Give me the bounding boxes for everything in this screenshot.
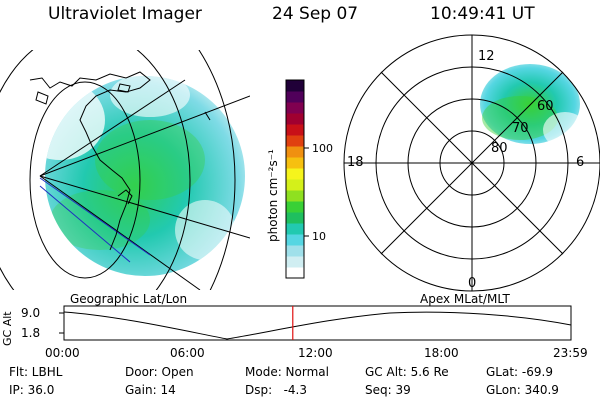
altitude-plot: GC Alt (1, 305, 572, 346)
mlat-label-80: 80 (491, 141, 508, 156)
apex-caption: Apex MLat/MLT (420, 292, 510, 306)
colorbar-cell (286, 212, 304, 224)
colorbar-frame (285, 79, 305, 279)
colorbar-unit-label: photon cm⁻²s⁻¹ (266, 149, 280, 242)
colorbar-cell (286, 91, 304, 103)
colorbar: 100 10 photon cm⁻²s⁻¹ (266, 79, 333, 279)
status-flt: Flt: LBHL (9, 365, 63, 379)
status-gc-alt: GC Alt: 5.6 Re (365, 365, 449, 379)
colorbar-cell (286, 256, 304, 268)
mlt-label-6: 6 (576, 155, 584, 170)
colorbar-cell (286, 80, 304, 92)
polar-grid-panel: 12 18 6 0 60 70 80 (343, 34, 600, 292)
x-label-2359: 23:59 (553, 346, 588, 360)
colorbar-cell (286, 223, 304, 235)
colorbar-tick-label-low: 10 (312, 230, 326, 243)
altitude-plot-frame (63, 305, 572, 341)
mlat-label-60: 60 (537, 99, 554, 114)
polar-aurora (480, 64, 587, 148)
colorbar-cell (286, 234, 304, 246)
x-label-1200: 12:00 (298, 346, 333, 360)
x-label-1800: 18:00 (424, 346, 459, 360)
colorbar-cell (286, 190, 304, 202)
colorbar-cell (286, 124, 304, 136)
date-label: 24 Sep 07 (272, 4, 359, 24)
status-dsp: Dsp: -4.3 (245, 383, 308, 397)
colorbar-cell (286, 179, 304, 191)
colorbar-cell (286, 245, 304, 257)
graticule (0, 50, 250, 290)
altitude-y-label: GC Alt (1, 311, 14, 346)
status-seq: Seq: 39 (365, 383, 411, 397)
colorbar-cell (286, 157, 304, 169)
terminator-lines (39, 177, 151, 263)
colorbar-cell (286, 201, 304, 213)
x-label-0600: 06:00 (170, 346, 205, 360)
colorbar-cells (286, 80, 304, 279)
colorbar-cell (286, 146, 304, 158)
mlt-label-0: 0 (468, 276, 476, 291)
status-glat: GLat: -69.9 (486, 365, 553, 379)
colorbar-cell (286, 135, 304, 147)
colorbar-cell (286, 113, 304, 125)
instrument-title: Ultraviolet Imager (48, 4, 202, 24)
altitude-curve (63, 311, 572, 340)
colorbar-cell (286, 102, 304, 114)
mlat-label-70: 70 (512, 121, 529, 136)
y-min-label: 1.8 (21, 326, 41, 340)
colorbar-cell (286, 267, 304, 279)
status-gain: Gain: 14 (125, 383, 176, 397)
geographic-map-panel (0, 50, 250, 290)
coastlines (29, 71, 211, 251)
colorbar-tick-label-high: 100 (312, 142, 333, 155)
time-label: 10:49:41 UT (430, 4, 535, 24)
colorbar-cell (286, 168, 304, 180)
geographic-caption: Geographic Lat/Lon (70, 292, 188, 306)
mlt-label-18: 18 (347, 155, 364, 170)
status-glon: GLon: 340.9 (486, 383, 559, 397)
polar-rings (343, 34, 600, 292)
status-ip: IP: 36.0 (9, 383, 55, 397)
x-label-0000: 00:00 (45, 346, 80, 360)
status-mode: Mode: Normal (245, 365, 329, 379)
y-max-label: 9.0 (21, 306, 41, 320)
status-door: Door: Open (125, 365, 194, 379)
mlt-label-12: 12 (478, 49, 495, 64)
